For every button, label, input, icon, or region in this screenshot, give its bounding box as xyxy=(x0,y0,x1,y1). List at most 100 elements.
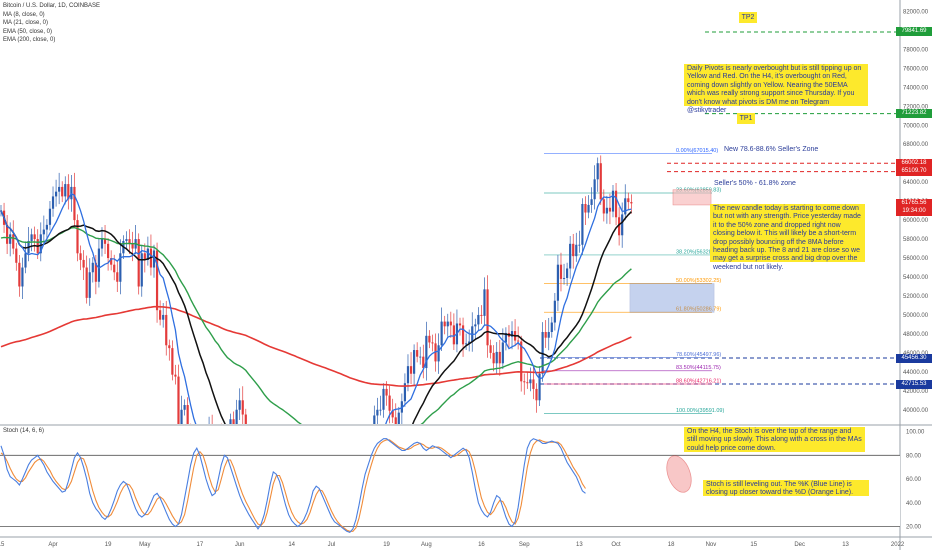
candle-body xyxy=(48,208,52,225)
time-tick-label: Jun xyxy=(235,542,245,548)
stoch-k-line xyxy=(0,438,586,534)
candle-body xyxy=(119,253,122,282)
price-tick-label: 52000.00 xyxy=(903,294,929,300)
ema200-line xyxy=(0,305,632,387)
candle-body xyxy=(131,243,134,249)
candle-body xyxy=(61,186,64,197)
candle-body xyxy=(614,190,618,218)
candle-body xyxy=(370,435,372,454)
price-tick-label: 50000.00 xyxy=(903,313,929,319)
candle-body xyxy=(608,207,612,212)
time-tick-label: Apr xyxy=(48,542,57,548)
candle-body xyxy=(152,250,156,268)
candle-body xyxy=(403,383,407,402)
fib-level-label: 0.00%(67015.40) xyxy=(676,148,718,154)
candle-body xyxy=(520,341,523,382)
price-axis-label: 66002.18 xyxy=(896,158,932,168)
lower-zone-label: Seller's 50% - 61.8% zone xyxy=(714,180,796,187)
fib-level-label: 100.00%(39591.09) xyxy=(676,408,724,414)
candle-body xyxy=(458,323,462,326)
time-tick-label: 19 xyxy=(105,542,112,548)
candle-body xyxy=(183,405,186,410)
candle-body xyxy=(113,264,116,273)
candle-body xyxy=(501,342,504,364)
candle-body xyxy=(498,351,501,364)
note-stoch-leveling[interactable]: Stoch is still leveling out. The %K (Blu… xyxy=(703,480,869,496)
candle-body xyxy=(51,196,55,209)
price-axis-label: 79841.69 xyxy=(896,27,932,37)
indicator-ma8[interactable]: MA (8, close, 0) xyxy=(3,11,45,18)
candle-body xyxy=(596,163,599,180)
candle-body xyxy=(67,184,70,200)
note-h4-stoch[interactable]: On the H4, the Stoch is over the top of … xyxy=(684,427,865,452)
time-tick-label: 14 xyxy=(288,542,295,548)
candle-body xyxy=(91,262,94,273)
candle-body xyxy=(21,267,24,287)
candle-body xyxy=(532,379,535,389)
candle-body xyxy=(605,207,608,214)
candle-body xyxy=(394,417,397,424)
candle-body xyxy=(110,258,113,265)
note-new-candle[interactable]: The new candle today is starting to come… xyxy=(710,204,865,271)
candle-body xyxy=(465,343,468,345)
stoch-indicator-label[interactable]: Stoch (14, 6, 6) xyxy=(3,428,45,434)
candle-body xyxy=(76,220,79,254)
candle-body xyxy=(581,203,584,245)
time-tick-label: Aug xyxy=(421,542,432,548)
candle-body xyxy=(125,239,128,241)
candle-body xyxy=(143,253,146,260)
candle-body xyxy=(18,262,21,287)
candle-body xyxy=(559,264,563,279)
time-tick-label: Jul xyxy=(328,542,336,548)
ma8-line xyxy=(0,192,632,424)
candle-body xyxy=(483,289,486,316)
time-tick-label: 18 xyxy=(668,542,675,548)
candle-body xyxy=(461,325,465,345)
candle-body xyxy=(39,234,42,254)
candle-body xyxy=(523,381,526,383)
fib-zone-box xyxy=(629,283,715,313)
candle-body xyxy=(489,345,492,353)
candle-body xyxy=(510,331,514,337)
candle-body xyxy=(373,415,376,424)
stoch-tick-label: 60.00 xyxy=(906,477,922,483)
candle-body xyxy=(229,419,232,424)
indicator-ema200[interactable]: EMA (200, close, 0) xyxy=(3,37,56,44)
stoch-tick-label: 100.00 xyxy=(906,430,925,436)
indicator-ma21[interactable]: MA (21, close, 0) xyxy=(3,20,49,27)
price-axis-label: 65109.70 xyxy=(896,167,932,177)
candle-body xyxy=(82,259,85,268)
candle-body xyxy=(486,289,489,346)
candle-body xyxy=(562,277,566,279)
price-tick-label: 60000.00 xyxy=(903,218,929,224)
tp2-tag[interactable]: TP2 xyxy=(739,12,757,23)
candle-body xyxy=(140,253,143,287)
candle-body xyxy=(382,388,385,410)
time-tick-label: 2022 xyxy=(891,542,905,548)
candle-body xyxy=(6,224,9,244)
indicator-ema50[interactable]: EMA (50, close, 0) xyxy=(3,28,53,35)
candle-body xyxy=(480,314,483,316)
candle-body xyxy=(190,433,192,457)
note-daily-pivots[interactable]: Daily Pivots is nearly overbought but is… xyxy=(684,64,868,114)
candle-body xyxy=(440,321,443,346)
candle-body xyxy=(416,350,419,357)
candle-body xyxy=(137,239,140,287)
candle-body xyxy=(116,272,119,282)
candle-body xyxy=(85,267,88,298)
stoch-tick-label: 80.00 xyxy=(906,453,922,459)
time-tick-label: 13 xyxy=(842,542,849,548)
price-axis-label: 45456.30 xyxy=(896,353,932,363)
candle-body xyxy=(107,243,110,259)
candle-body xyxy=(45,224,48,230)
candle-body xyxy=(611,190,615,212)
candle-body xyxy=(400,401,403,413)
stoch-tick-label: 20.00 xyxy=(906,525,922,531)
tp1-tag[interactable]: TP1 xyxy=(737,113,755,124)
candle-body xyxy=(569,243,572,269)
symbol-title[interactable]: Bitcoin / U.S. Dollar, 1D, COINBASE xyxy=(3,3,101,9)
candle-body xyxy=(504,332,507,343)
seller-zone-box xyxy=(672,189,712,206)
ema50-line xyxy=(0,226,632,424)
candle-body xyxy=(624,198,627,215)
